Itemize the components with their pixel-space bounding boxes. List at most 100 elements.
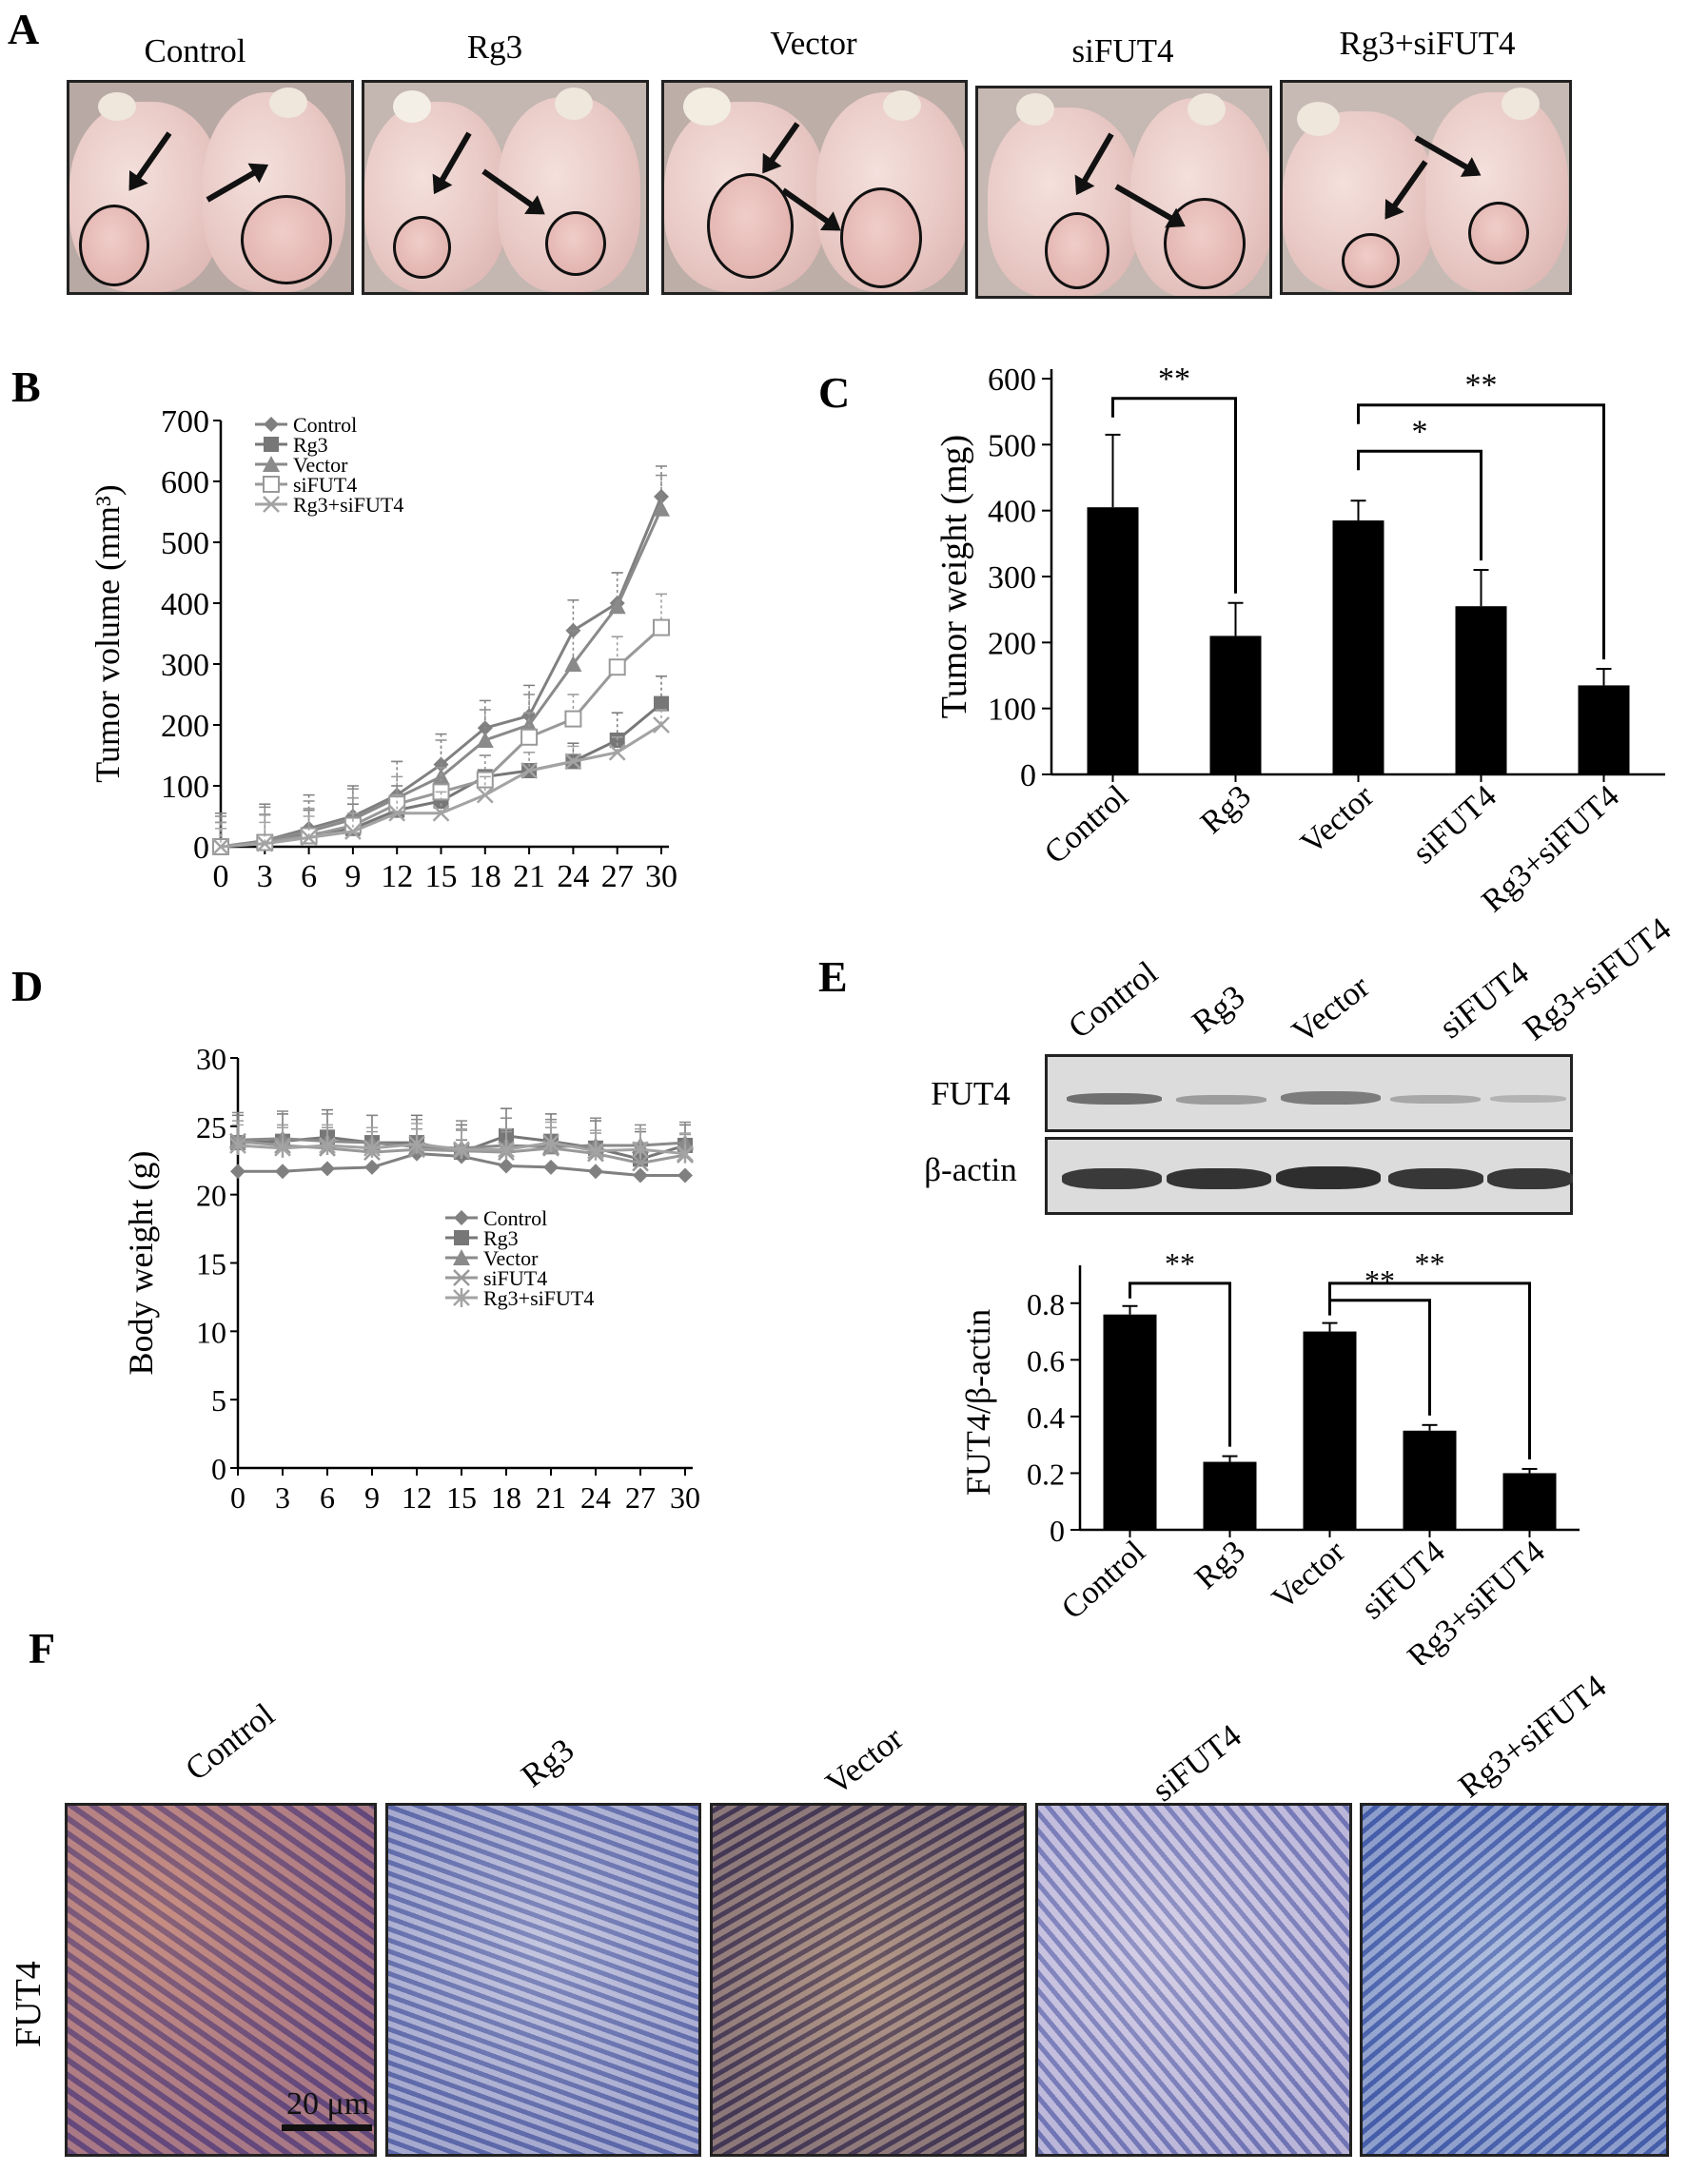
y-tick-label: 0.2: [1027, 1457, 1065, 1491]
legend-marker: [263, 496, 280, 513]
data-point: [653, 499, 670, 517]
data-point: [654, 695, 669, 712]
photo-a-title-vector: Vector: [770, 25, 857, 62]
x-tick-label: Control: [1055, 1534, 1152, 1626]
legend-marker: [453, 1249, 470, 1265]
y-tick-label: 0.4: [1027, 1400, 1065, 1435]
wb-lane-label-control: Control: [1061, 953, 1165, 1047]
data-point: [476, 771, 494, 789]
data-point: [476, 786, 494, 804]
data-point: [229, 1135, 246, 1155]
bar-siFUT4: [1455, 606, 1507, 774]
y-tick-label: 300: [161, 648, 209, 683]
significance-bracket: [1357, 449, 1482, 561]
scale-bar: [282, 2124, 372, 2131]
y-tick-label: 0: [1020, 758, 1036, 793]
x-tick-label: 30: [645, 859, 677, 894]
photo-a-title-rg3: Rg3: [466, 29, 523, 66]
y-tick-label: 200: [161, 709, 209, 744]
data-point: [588, 1164, 603, 1180]
ihc-label-vector: Vector: [818, 1719, 911, 1803]
y-tick-label: 5: [211, 1383, 226, 1418]
legend-marker: [453, 1269, 470, 1286]
x-tick-label: 3: [257, 859, 273, 894]
data-point: [319, 1135, 336, 1155]
data-point: [274, 1138, 291, 1158]
panel-label-e: E: [818, 952, 848, 1001]
x-tick-label: Vector: [1294, 778, 1381, 861]
data-point: [564, 656, 582, 672]
legend-label: Vector: [293, 453, 348, 477]
y-tick-label: 500: [161, 526, 209, 561]
data-point: [432, 768, 450, 785]
y-axis-title: Tumor weight (mg): [934, 435, 974, 718]
y-tick-label: 400: [161, 587, 209, 622]
x-tick-label: 30: [670, 1480, 700, 1515]
legend-label: Rg3+siFUT4: [483, 1286, 594, 1310]
y-tick-label: 30: [196, 1042, 226, 1076]
significance-label: **: [1465, 368, 1498, 403]
x-tick-label: siFUT4: [1406, 778, 1503, 871]
data-point: [608, 597, 626, 615]
data-point: [632, 1140, 649, 1160]
data-point: [653, 716, 670, 734]
significance-bracket: [1328, 1282, 1531, 1459]
x-tick-label: 9: [364, 1480, 380, 1515]
significance-label: **: [1158, 362, 1190, 397]
ihc-label-sifut4: siFUT4: [1145, 1716, 1248, 1810]
significance-label: **: [1415, 1246, 1445, 1281]
panel-label-f: F: [29, 1624, 56, 1673]
y-tick-label: 0: [211, 1452, 226, 1486]
x-tick-label: 6: [301, 859, 317, 894]
legend-label: Rg3: [483, 1226, 519, 1250]
x-tick-label: 18: [469, 859, 501, 894]
x-tick-label: siFUT4: [1355, 1534, 1452, 1626]
legend-marker: [453, 1288, 470, 1307]
data-point: [498, 1140, 515, 1160]
panel-label-c: C: [818, 368, 851, 417]
legend-marker: [263, 456, 280, 472]
x-tick-label: 18: [491, 1480, 521, 1515]
data-point: [344, 823, 362, 840]
y-tick-label: 600: [988, 362, 1036, 398]
data-point: [476, 732, 494, 748]
ihc-label-control: Control: [178, 1695, 282, 1789]
y-tick-label: 15: [196, 1247, 226, 1282]
wb-row-label-fut4: FUT4: [931, 1075, 1011, 1112]
data-point: [453, 1140, 470, 1160]
data-point: [543, 1159, 559, 1175]
data-point: [520, 728, 539, 746]
x-tick-label: 21: [536, 1480, 566, 1515]
ihc-row-label-fut4: FUT4: [9, 1961, 49, 2047]
wb-blot-actin: [1045, 1137, 1573, 1215]
legend-marker: [264, 437, 279, 452]
data-point: [677, 1167, 693, 1184]
x-tick-label: 27: [601, 859, 634, 894]
ihc-image-combo: [1360, 1803, 1669, 2157]
photo-a-title-sifut4: siFUT4: [1071, 32, 1174, 69]
legend-label: Rg3+siFUT4: [293, 493, 403, 517]
ihc-label-combo: Rg3+siFUT4: [1451, 1667, 1614, 1806]
significance-label: **: [1165, 1246, 1195, 1281]
x-tick-label: 12: [381, 859, 413, 894]
data-point: [564, 753, 582, 771]
mouse-photo-combo: [1280, 80, 1572, 295]
y-tick-label: 200: [988, 626, 1036, 661]
legend-label: siFUT4: [483, 1266, 547, 1290]
data-point: [364, 1159, 380, 1175]
y-tick-label: 0.8: [1027, 1287, 1065, 1321]
data-point: [499, 1158, 514, 1174]
legend-label: Rg3: [293, 433, 328, 457]
significance-label: **: [1364, 1263, 1395, 1298]
data-point: [564, 710, 582, 728]
legend-label: Control: [293, 413, 357, 437]
bar-Rg3: [1209, 636, 1262, 774]
x-tick-label: Vector: [1266, 1534, 1352, 1616]
bar-Rg3+siFUT4: [1502, 1473, 1557, 1530]
data-point: [608, 743, 626, 761]
x-tick-label: 0: [230, 1480, 245, 1515]
y-tick-label: 600: [161, 465, 209, 500]
bar-Vector: [1332, 520, 1384, 774]
y-tick-label: 500: [988, 428, 1036, 463]
x-tick-label: 6: [320, 1480, 335, 1515]
